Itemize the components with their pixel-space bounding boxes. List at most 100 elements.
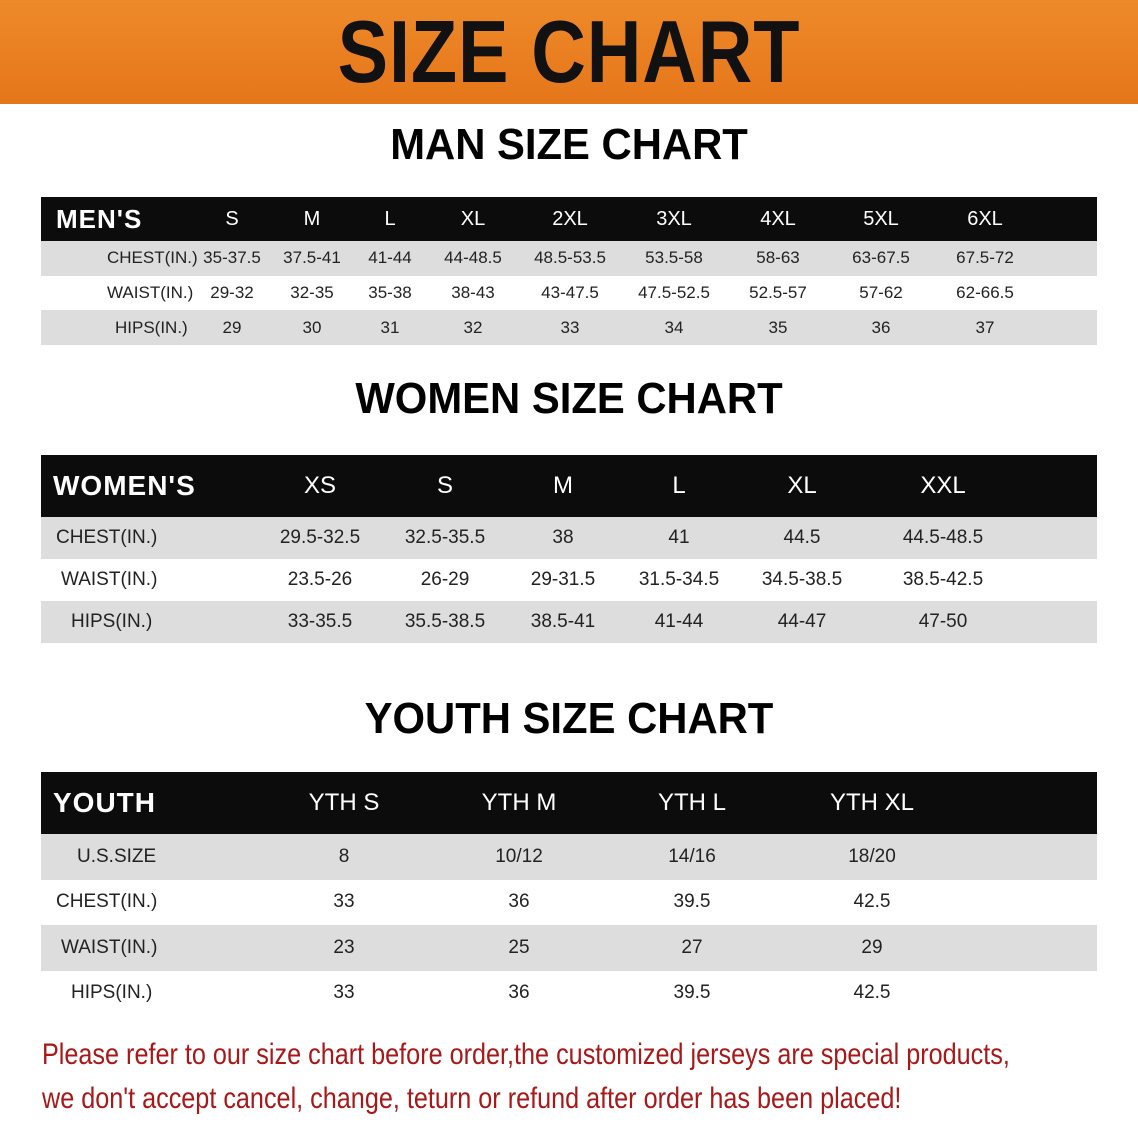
title-banner: SIZE CHART <box>0 0 1138 104</box>
row-label: WAIST(IN.) <box>61 936 158 958</box>
table-row: HIPS(IN.) 29 30 31 32 33 34 35 36 37 <box>41 310 1097 346</box>
table-cell: 63-67.5 <box>852 248 910 268</box>
table-cell: 35-37.5 <box>203 248 261 268</box>
row-label: HIPS(IN.) <box>115 317 188 337</box>
table-cell: 14/16 <box>668 845 716 867</box>
table-cell: 44-47 <box>777 611 827 632</box>
table-cell: 32.5-35.5 <box>404 527 486 548</box>
row-label: CHEST(IN.) <box>56 891 158 913</box>
size-column-header: YTH S <box>308 789 380 816</box>
table-cell: 34 <box>664 317 684 337</box>
size-column-header: S <box>225 207 239 230</box>
table-cell: 53.5-58 <box>645 248 703 268</box>
women-heading: WOMEN SIZE CHART <box>355 374 783 423</box>
youth-size-table: YOUTH YTH S YTH M YTH L YTH XL U.S.SIZE 8 10/12… <box>41 772 1097 1016</box>
table-row: CHEST(IN.) 35-37.5 37.5-41 41-44 44-48.5 48.5… <box>41 241 1097 276</box>
size-column-header: XL <box>787 472 817 499</box>
size-column-header: 5XL <box>863 207 899 230</box>
table-cell: 30 <box>302 317 322 337</box>
table-cell: 33 <box>560 317 580 337</box>
table-cell: 42.5 <box>853 891 891 913</box>
table-cell: 23.5-26 <box>287 569 353 590</box>
note-line-2: we don't accept cancel, change, teturn o… <box>42 1082 902 1115</box>
size-column-header: L <box>384 207 396 230</box>
table-cell: 33-35.5 <box>287 611 353 632</box>
table-row: WAIST(IN.) 29-32 32-35 35-38 38-43 43-47.5 47.… <box>41 275 1097 311</box>
table-row: HIPS(IN.) 33 36 39.5 42.5 <box>41 970 1097 1016</box>
row-label: HIPS(IN.) <box>71 611 153 632</box>
table-row: CHEST(IN.) 29.5-32.5 32.5-35.5 38 41 44.5 44.5… <box>41 517 1097 559</box>
row-label: CHEST(IN.) <box>56 527 158 548</box>
table-cell: 36 <box>508 982 530 1004</box>
header-row: WOMEN'S XS S M L XL XXL <box>41 455 1097 517</box>
table-cell: 35-38 <box>368 283 412 303</box>
table-cell: 41-44 <box>654 611 704 632</box>
table-cell: 37 <box>975 317 995 337</box>
table-cell: 29 <box>222 317 242 337</box>
row-label: WAIST(IN.) <box>61 569 158 590</box>
table-row: WAIST(IN.) 23 25 27 29 <box>41 925 1097 971</box>
table-cell: 39.5 <box>673 891 711 913</box>
size-column-header: 2XL <box>552 207 588 230</box>
table-cell: 62-66.5 <box>956 283 1014 303</box>
table-cell: 29.5-32.5 <box>279 527 361 548</box>
page-title: SIZE CHART <box>337 2 801 101</box>
size-column-header: XL <box>460 207 486 230</box>
table-cell: 10/12 <box>495 845 543 867</box>
table-cell: 31 <box>380 317 400 337</box>
table-cell: 29 <box>861 936 883 958</box>
table-cell: 43-47.5 <box>541 283 599 303</box>
size-column-header: XXL <box>920 472 966 499</box>
row-label: HIPS(IN.) <box>71 982 153 1004</box>
header-row: YOUTH YTH S YTH M YTH L YTH XL <box>41 772 1097 834</box>
table-cell: 37.5-41 <box>283 248 341 268</box>
table-cell: 48.5-53.5 <box>534 248 606 268</box>
header-label: WOMEN'S <box>53 470 196 501</box>
table-row: HIPS(IN.) 33-35.5 35.5-38.5 38.5-41 41-44 44-… <box>41 601 1097 643</box>
table-cell: 26-29 <box>420 569 470 590</box>
table-cell: 36 <box>871 317 891 337</box>
table-cell: 47-50 <box>918 611 968 632</box>
size-column-header: 3XL <box>656 207 692 230</box>
table-cell: 52.5-57 <box>749 283 807 303</box>
size-column-header: XS <box>303 472 337 499</box>
table-cell: 41 <box>668 527 690 548</box>
table-cell: 44.5 <box>783 527 821 548</box>
size-column-header: YTH XL <box>829 789 915 816</box>
table-cell: 29-31.5 <box>530 569 596 590</box>
table-cell: 67.5-72 <box>956 248 1014 268</box>
table-cell: 44.5-48.5 <box>902 527 984 548</box>
header-row: MEN'S S M L XL 2XL 3XL 4XL 5XL 6XL <box>41 197 1097 241</box>
size-column-header: M <box>303 207 321 230</box>
table-cell: 31.5-34.5 <box>638 569 720 590</box>
table-cell: 58-63 <box>756 248 800 268</box>
table-cell: 57-62 <box>859 283 903 303</box>
table-cell: 38.5-41 <box>530 611 596 632</box>
size-column-header: M <box>553 472 573 499</box>
row-label: U.S.SIZE <box>77 845 157 867</box>
table-cell: 39.5 <box>673 982 711 1004</box>
women-size-table: WOMEN'S XS S M L XL XXL CHEST(IN.) 29.5-32.5 32.5… <box>41 455 1097 643</box>
row-label: WAIST(IN.) <box>107 283 194 303</box>
size-column-header: YTH L <box>657 789 727 816</box>
table-cell: 35 <box>768 317 788 337</box>
table-cell: 27 <box>681 936 703 958</box>
table-cell: 41-44 <box>368 248 412 268</box>
table-cell: 35.5-38.5 <box>404 611 486 632</box>
table-cell: 42.5 <box>853 982 891 1004</box>
table-cell: 34.5-38.5 <box>761 569 843 590</box>
youth-heading: YOUTH SIZE CHART <box>364 694 774 743</box>
table-cell: 33 <box>333 982 355 1004</box>
table-cell: 38.5-42.5 <box>902 569 984 590</box>
men-heading: MAN SIZE CHART <box>390 120 748 169</box>
table-cell: 38 <box>552 527 574 548</box>
table-cell: 32 <box>463 317 483 337</box>
table-cell: 23 <box>333 936 355 958</box>
table-cell: 25 <box>508 936 530 958</box>
table-cell: 36 <box>508 891 530 913</box>
table-cell: 33 <box>333 891 355 913</box>
header-label: MEN'S <box>56 203 143 234</box>
table-cell: 29-32 <box>210 283 254 303</box>
table-row: WAIST(IN.) 23.5-26 26-29 29-31.5 31.5-34.5 34… <box>41 559 1097 601</box>
size-column-header: YTH M <box>481 789 557 816</box>
